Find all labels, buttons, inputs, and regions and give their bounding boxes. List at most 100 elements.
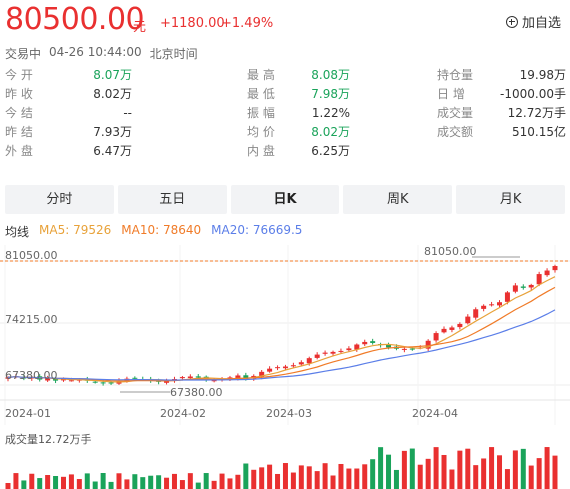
candle-body (409, 348, 415, 350)
kline-chart[interactable]: 81050.00 74215.00 67380.00 81050.00 67380.00… (0, 245, 570, 489)
volume-bar (362, 464, 368, 489)
min-annotation: 67380.00 (170, 386, 223, 399)
stat-label: 均 价 (247, 125, 275, 139)
stat-label: 今 开 (5, 68, 33, 82)
stat-value: 8.08万 (311, 68, 350, 82)
add-to-watchlist-label: 加自选 (521, 16, 561, 31)
tab-2[interactable]: 日K (230, 185, 340, 214)
tab-4[interactable]: 月K (456, 185, 565, 214)
volume-bar (497, 455, 503, 489)
stat-col1-1: 昨 收 8.02万 (5, 85, 132, 103)
candle-body (275, 367, 281, 369)
ma5-line (7, 276, 556, 383)
candle-body (536, 274, 542, 285)
volume-bar (187, 473, 193, 489)
candle-body (473, 309, 479, 318)
ma5-label: MA5: 79526 (39, 223, 112, 237)
max-annotation: 81050.00 (424, 245, 477, 258)
y-tick-label: 67380.00 (5, 369, 58, 382)
candle-body (132, 377, 138, 379)
volume-bar (386, 454, 392, 489)
add-to-watchlist-button[interactable]: 加自选 (505, 12, 561, 31)
candle-body (290, 365, 296, 367)
volume-bar (140, 477, 146, 489)
volume-bar (21, 480, 27, 489)
stat-label: 持仓量 (437, 68, 474, 82)
volume-bar (449, 469, 455, 489)
stat-value: 7.98万 (311, 87, 350, 101)
volume-bar (417, 464, 423, 489)
ma-type-selector[interactable]: 均线 (5, 225, 30, 239)
volume-bar (306, 466, 312, 489)
volume-bar (251, 469, 257, 489)
candle-body (164, 381, 170, 383)
candle-body (346, 348, 352, 351)
ma-legend: 均线 MA5: 79526 MA10: 78640 MA20: 76669.5 (5, 223, 312, 240)
stat-col3-2: 成交量 12.72万手 (437, 104, 566, 122)
volume-bar (219, 473, 225, 489)
volume-label: 成交量12.72万手 (5, 433, 92, 446)
volume-bar (116, 473, 122, 489)
candle-body (314, 354, 320, 358)
x-tick-label: 2024-03 (266, 407, 312, 420)
stat-label: 最 高 (247, 68, 275, 82)
ma10-line (7, 286, 556, 382)
candle-body (425, 340, 431, 349)
volume-bar (68, 474, 74, 489)
candle-body (520, 286, 526, 288)
volume-bar (346, 468, 352, 489)
volume-bar (211, 480, 217, 489)
volume-bar (203, 473, 209, 489)
tab-0[interactable]: 分时 (5, 185, 114, 214)
volume-bar (401, 450, 407, 489)
volume-bar (100, 473, 106, 489)
volume-bar (520, 448, 526, 489)
volume-bar (330, 475, 336, 489)
candle-body (354, 344, 360, 350)
price-change: +1180.00 (160, 16, 225, 31)
y-tick-label: 74215.00 (5, 313, 58, 326)
candle-body (362, 341, 368, 345)
stat-col1-3: 昨 结 7.93万 (5, 123, 132, 141)
volume-bar (425, 458, 431, 489)
stat-col1-4: 外 盘 6.47万 (5, 142, 132, 160)
ma10-label: MA10: 78640 (121, 223, 202, 237)
volume-bar (60, 476, 66, 489)
candle-body (100, 382, 106, 384)
volume-bar (536, 458, 542, 489)
tab-3[interactable]: 周K (343, 185, 453, 214)
volume-bar (37, 478, 43, 489)
volume-bar (378, 447, 384, 489)
stat-value: -- (123, 106, 132, 120)
volume-bar (267, 464, 273, 489)
volume-bar (164, 477, 170, 489)
volume-bar (124, 479, 130, 489)
volume-bar (108, 481, 114, 489)
stat-col3-0: 持仓量 19.98万 (437, 66, 566, 84)
volume-bar (441, 454, 447, 489)
stat-value: 19.98万 (519, 68, 566, 82)
candle-body (489, 304, 495, 306)
candle-body (108, 382, 114, 384)
quote-header: 80500.00 元 +1180.00 +1.49% 加自选 (5, 2, 565, 40)
stat-col3-1: 日 增 -1000.00手 (437, 85, 566, 103)
candle-body (211, 380, 217, 382)
volume-bar (227, 478, 233, 489)
candle-body (370, 341, 376, 343)
volume-bar (290, 472, 296, 489)
candle-body (322, 352, 328, 354)
volume-bar (29, 473, 35, 489)
tab-1[interactable]: 五日 (117, 185, 227, 214)
candle-body (267, 368, 273, 372)
stat-label: 成交量 (437, 106, 474, 120)
stat-label: 昨 结 (5, 125, 33, 139)
volume-bar (171, 473, 177, 489)
candle-body (401, 348, 407, 350)
volume-bar (53, 476, 59, 489)
stat-value: 12.72万手 (507, 106, 566, 120)
candle-body (5, 377, 11, 379)
volume-bar (298, 465, 304, 489)
candle-body (282, 366, 288, 369)
stat-value: 7.93万 (93, 125, 132, 139)
volume-bar (45, 475, 51, 489)
